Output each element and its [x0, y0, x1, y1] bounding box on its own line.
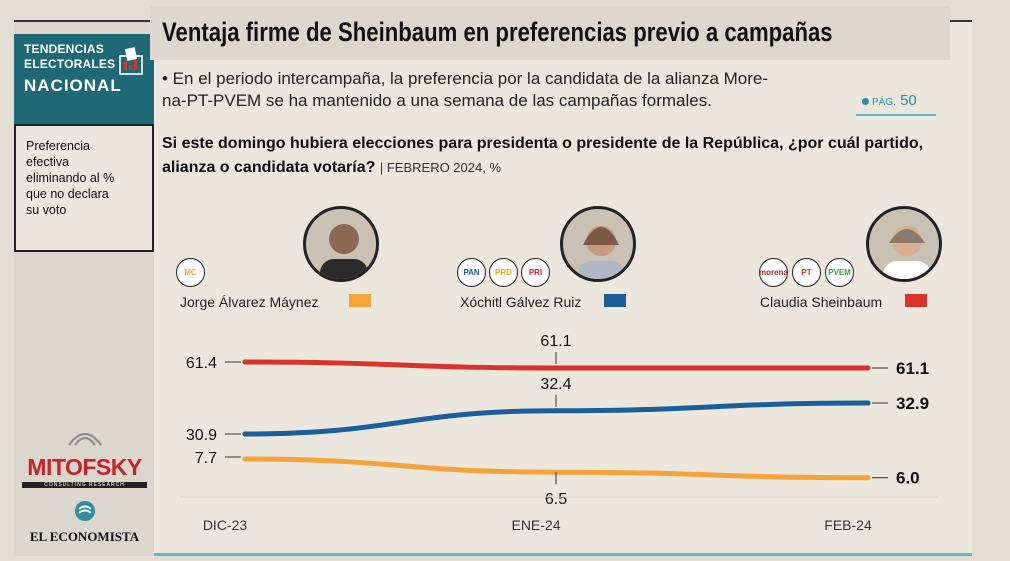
data-point [242, 456, 248, 462]
economista-logo: EL ECONOMISTA [22, 500, 147, 545]
candidate-photo-sheinbaum [866, 206, 942, 282]
data-label: 61.1 [540, 333, 571, 350]
question-line: Si este domingo hubiera elecciones para … [162, 135, 924, 152]
data-point [865, 475, 871, 481]
sidebar: TENDENCIAS ELECTORALES NACIONAL Preferen… [14, 22, 154, 556]
mitofsky-logo: MITOFSKY CONSULTING RESEARCH [22, 427, 147, 488]
mc-logo-icon: MC [176, 258, 205, 287]
survey-question: Si este domingo hubiera elecciones para … [162, 132, 952, 180]
summary-line: • En el periodo intercampaña, la prefere… [162, 69, 769, 88]
note-line: su voto [26, 203, 67, 217]
x-tick-label: ENE-24 [511, 517, 560, 533]
infographic-card: TENDENCIAS ELECTORALES NACIONAL Preferen… [14, 20, 972, 556]
x-tick-label: DIC-23 [203, 517, 248, 533]
legend-swatch-galvez [604, 294, 626, 307]
candidate-name-galvez: Xóchitl Gálvez Ruiz [460, 294, 582, 310]
badge-line3: NACIONAL [24, 76, 122, 95]
page-dot-icon [862, 97, 869, 105]
data-label: 32.4 [540, 376, 571, 393]
data-label: 30.9 [186, 427, 217, 444]
badge-line2: ELECTORALES [24, 57, 116, 71]
data-label: 6.0 [896, 469, 920, 488]
page-title: Ventaja firme de Sheinbaum en preferenci… [162, 17, 833, 47]
page-number: 50 [900, 92, 917, 109]
data-label: 61.1 [896, 359, 929, 378]
question-line: alianza o candidata votaría? [162, 159, 376, 176]
data-label: 61.4 [186, 355, 217, 372]
page-reference: PÁG. 50 [862, 92, 917, 109]
note-line: que no declara [26, 187, 109, 201]
mitofsky-subtitle: CONSULTING RESEARCH [22, 482, 147, 488]
morena-logo-icon: morena [759, 258, 788, 287]
candidate-name-sheinbaum: Claudia Sheinbaum [760, 294, 883, 310]
person-icon [883, 226, 931, 279]
pt-logo-icon: PT [792, 258, 821, 287]
data-point [242, 359, 248, 365]
candidate-photo-galvez [560, 206, 636, 282]
data-label: 6.5 [545, 491, 567, 508]
prd-logo-icon: PRD [489, 258, 518, 287]
section-badge: TENDENCIAS ELECTORALES NACIONAL [14, 34, 154, 134]
note-line: Preferencia [26, 139, 90, 153]
legend-swatch-maynez [349, 294, 371, 307]
x-tick-label: FEB-24 [824, 517, 872, 533]
data-label: 7.7 [195, 450, 217, 467]
summary-line: na-PT-PVEM se ha mantenido a una semana … [162, 91, 712, 110]
headline-box: Ventaja firme de Sheinbaum en preferenci… [150, 6, 950, 60]
data-point [242, 431, 248, 437]
data-point [865, 365, 871, 371]
series-line [242, 400, 871, 437]
person-icon [320, 224, 368, 279]
pri-logo-icon: PRI [521, 258, 550, 287]
economista-emblem-icon [74, 501, 95, 521]
note-line: efectiva [26, 155, 70, 169]
economista-name: EL ECONOMISTA [29, 529, 140, 544]
data-point [553, 408, 559, 414]
data-point [553, 365, 559, 371]
page-underline [856, 114, 936, 116]
person-icon [577, 226, 625, 279]
page-prefix: PÁG. [872, 97, 896, 108]
note-box: Preferencia efectiva eliminando al % que… [14, 124, 154, 252]
data-label: 32.9 [896, 394, 929, 413]
pvem-logo-icon: PVEM [825, 258, 854, 287]
survey-date: | FEBRERO 2024, % [379, 160, 502, 175]
ballot-box-icon [119, 47, 143, 75]
mitofsky-name: MITOFSKY [27, 454, 142, 480]
candidate-name-maynez: Jorge Álvarez Máynez [180, 294, 319, 310]
pan-logo-icon: PAN [457, 258, 486, 287]
mitofsky-emblem-icon [67, 433, 102, 446]
data-point [865, 400, 871, 406]
badge-line1: TENDENCIAS [24, 42, 105, 56]
summary-text: • En el periodo intercampaña, la prefere… [162, 68, 922, 112]
note-line: eliminando al % [26, 171, 115, 185]
legend-swatch-sheinbaum [905, 294, 927, 307]
candidate-photo-maynez [303, 206, 379, 282]
